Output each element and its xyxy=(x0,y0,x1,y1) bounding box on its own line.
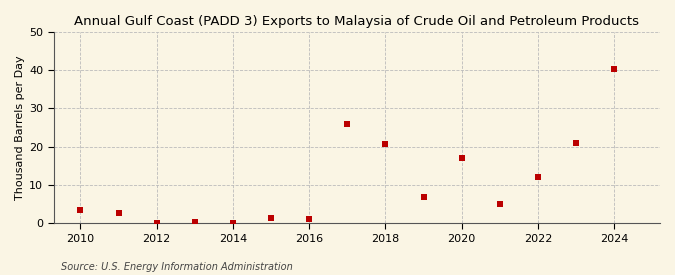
Point xyxy=(533,175,543,179)
Text: Source: U.S. Energy Information Administration: Source: U.S. Energy Information Administ… xyxy=(61,262,292,272)
Point xyxy=(495,202,506,206)
Point xyxy=(113,211,124,215)
Point xyxy=(75,208,86,212)
Point xyxy=(380,142,391,146)
Point xyxy=(227,221,238,225)
Point xyxy=(342,122,353,126)
Title: Annual Gulf Coast (PADD 3) Exports to Malaysia of Crude Oil and Petroleum Produc: Annual Gulf Coast (PADD 3) Exports to Ma… xyxy=(74,15,639,28)
Point xyxy=(570,141,581,145)
Point xyxy=(304,217,315,221)
Point xyxy=(190,219,200,224)
Point xyxy=(456,156,467,160)
Point xyxy=(418,195,429,199)
Y-axis label: Thousand Barrels per Day: Thousand Barrels per Day xyxy=(15,55,25,200)
Point xyxy=(266,216,277,221)
Point xyxy=(609,67,620,71)
Point xyxy=(151,221,162,225)
